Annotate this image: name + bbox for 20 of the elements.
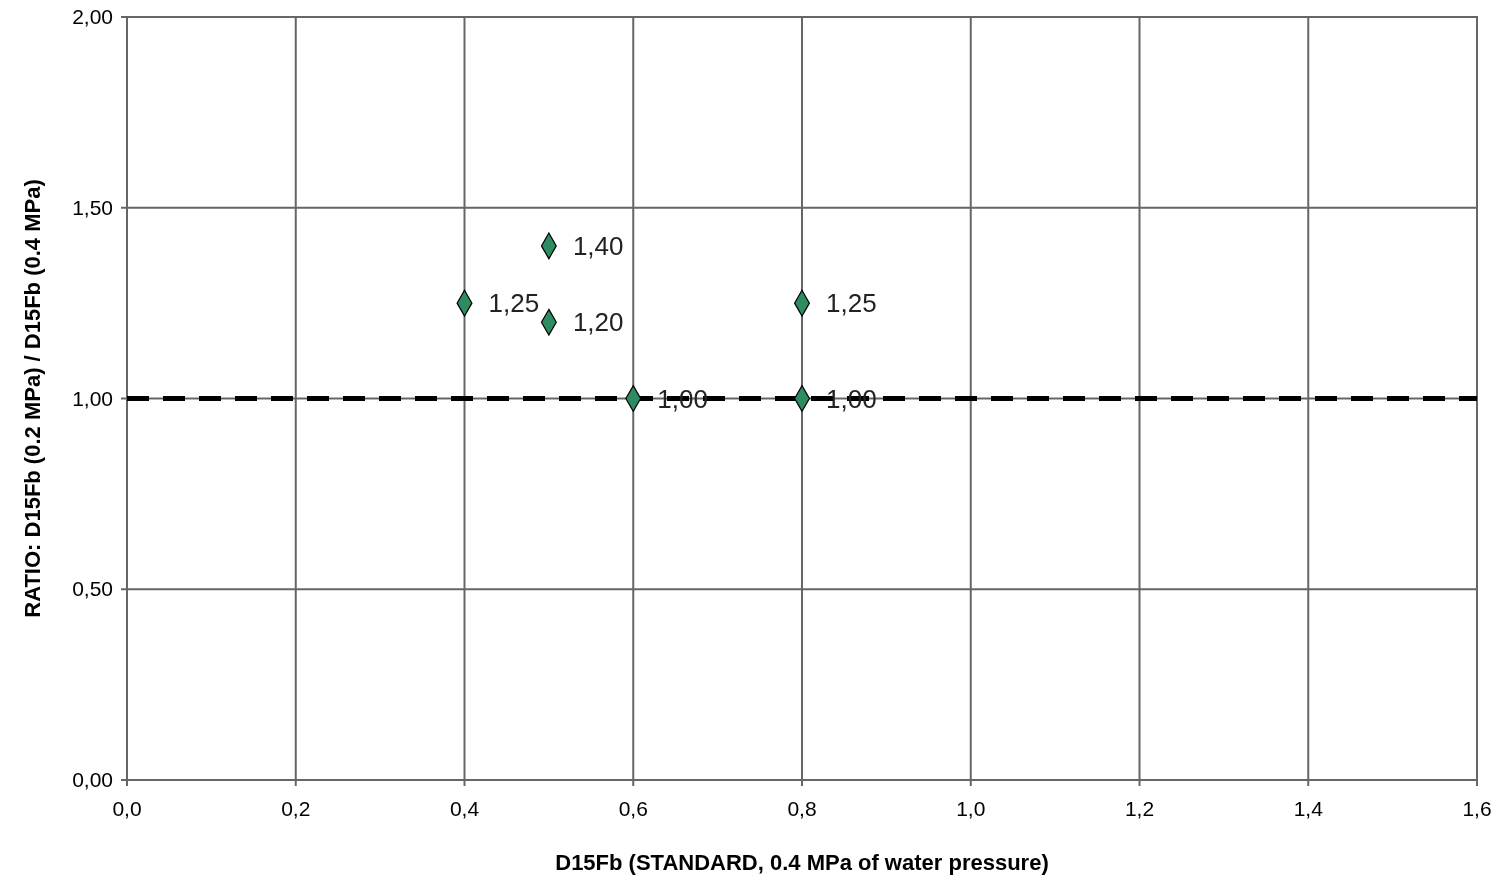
y-tick-label: 1,00 bbox=[72, 386, 113, 410]
x-tick-label: 0,0 bbox=[112, 797, 142, 820]
y-tick-label: 2,00 bbox=[72, 5, 113, 28]
x-axis-title: D15Fb (STANDARD, 0.4 MPa of water pressure) bbox=[555, 850, 1049, 875]
x-tick-label: 0,2 bbox=[281, 797, 311, 820]
x-tick-label: 0,8 bbox=[787, 797, 817, 820]
x-tick-label: 1,4 bbox=[1293, 797, 1324, 820]
x-tick-label: 1,6 bbox=[1462, 797, 1492, 820]
x-tick-label: 1,0 bbox=[956, 797, 986, 820]
y-tick-label: 1,50 bbox=[72, 195, 113, 219]
data-label: 1,20 bbox=[572, 307, 624, 338]
x-tick-label: 1,2 bbox=[1124, 797, 1155, 820]
data-label: 1,25 bbox=[826, 288, 877, 319]
x-tick-label: 0,4 bbox=[449, 797, 480, 820]
y-tick-label: 0,50 bbox=[72, 577, 113, 601]
y-tick-label: 0,00 bbox=[72, 768, 113, 791]
y-axis-title: RATIO: D15Fb (0.2 MPa) / D15Fb (0.4 MPa) bbox=[20, 179, 45, 618]
data-label: 1,40 bbox=[572, 230, 624, 261]
data-label: 1,25 bbox=[488, 288, 540, 319]
x-tick-label: 0,6 bbox=[618, 797, 648, 820]
